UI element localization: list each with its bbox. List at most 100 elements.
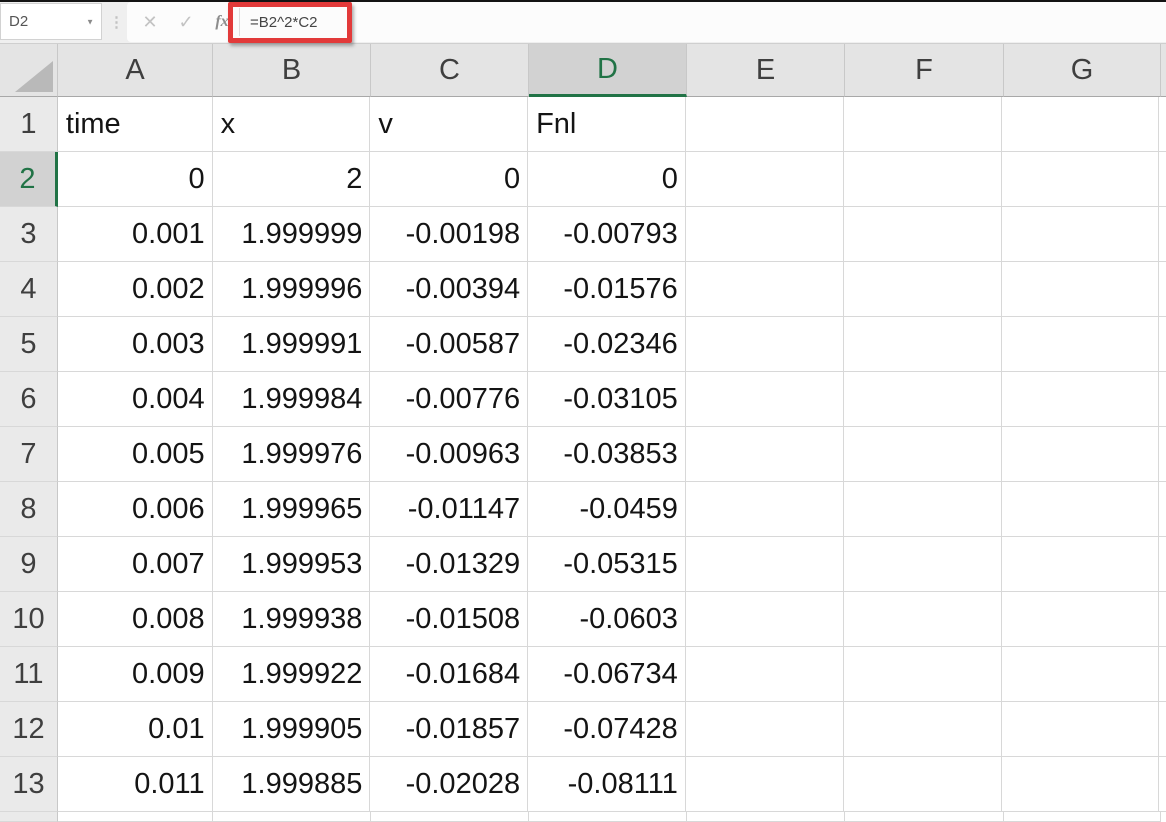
- cell-G6[interactable]: [1002, 372, 1160, 427]
- column-header-A[interactable]: A: [58, 44, 213, 97]
- cell-D2[interactable]: 0: [528, 152, 686, 207]
- cell-A5[interactable]: 0.003: [57, 317, 213, 372]
- cell-F10[interactable]: [843, 592, 1003, 647]
- cell-G12[interactable]: [1002, 702, 1160, 757]
- row-header-5[interactable]: 5: [0, 317, 58, 372]
- cell-C7[interactable]: -0.00963: [370, 427, 529, 482]
- row-header-9[interactable]: 9: [0, 537, 58, 592]
- cell-C5[interactable]: -0.00587: [370, 317, 529, 372]
- cell-A3[interactable]: 0.001: [57, 207, 213, 262]
- cell-E10[interactable]: [685, 592, 844, 647]
- cancel-icon[interactable]: ✕: [142, 11, 158, 32]
- cell-E11[interactable]: [685, 647, 844, 702]
- cell-G11[interactable]: [1002, 647, 1160, 702]
- cell-F6[interactable]: [843, 372, 1003, 427]
- cell-G3[interactable]: [1002, 207, 1160, 262]
- enter-icon[interactable]: ✓: [178, 11, 194, 32]
- cell-A7[interactable]: 0.005: [57, 427, 213, 482]
- cell-C3[interactable]: -0.00198: [370, 207, 529, 262]
- cell-B13[interactable]: 1.999885: [212, 757, 371, 812]
- cell-G7[interactable]: [1002, 427, 1160, 482]
- cell-C11[interactable]: -0.01684: [370, 647, 529, 702]
- cell-B6[interactable]: 1.999984: [212, 372, 371, 427]
- cell-C6[interactable]: -0.00776: [370, 372, 529, 427]
- cell-A8[interactable]: 0.006: [57, 482, 213, 537]
- cell-B5[interactable]: 1.999991: [212, 317, 371, 372]
- column-header-E[interactable]: E: [687, 44, 845, 97]
- cell-F12[interactable]: [843, 702, 1003, 757]
- cell-B1[interactable]: x: [212, 97, 371, 152]
- cell-E3[interactable]: [685, 207, 844, 262]
- cell-C8[interactable]: -0.01147: [370, 482, 529, 537]
- cell-G8[interactable]: [1002, 482, 1160, 537]
- cell-G13[interactable]: [1002, 757, 1160, 812]
- insert-function-icon[interactable]: fx: [215, 13, 229, 30]
- cell-C1[interactable]: v: [370, 97, 529, 152]
- column-header-F[interactable]: F: [845, 44, 1004, 97]
- cell-E9[interactable]: [685, 537, 844, 592]
- cell-A12[interactable]: 0.01: [57, 702, 213, 757]
- row-header-11[interactable]: 11: [0, 647, 58, 702]
- chevron-down-icon[interactable]: ▼: [86, 17, 94, 26]
- cell-F11[interactable]: [843, 647, 1003, 702]
- cell-A1[interactable]: time: [57, 97, 213, 152]
- cell-F1[interactable]: [843, 97, 1003, 152]
- cell-E5[interactable]: [685, 317, 844, 372]
- cell-D7[interactable]: -0.03853: [528, 427, 686, 482]
- cell-C4[interactable]: -0.00394: [370, 262, 529, 317]
- row-header-12[interactable]: 12: [0, 702, 58, 757]
- cell-A2[interactable]: 0: [57, 152, 213, 207]
- cell-F4[interactable]: [843, 262, 1003, 317]
- cell-D12[interactable]: -0.07428: [528, 702, 686, 757]
- cell-A9[interactable]: 0.007: [57, 537, 213, 592]
- cell-B12[interactable]: 1.999905: [212, 702, 371, 757]
- cell-C13[interactable]: -0.02028: [370, 757, 529, 812]
- cell-E13[interactable]: [685, 757, 844, 812]
- column-header-G[interactable]: G: [1004, 44, 1161, 97]
- cell-B4[interactable]: 1.999996: [212, 262, 371, 317]
- column-header-D[interactable]: D: [529, 44, 687, 97]
- select-all-button[interactable]: [0, 44, 58, 97]
- cell-G10[interactable]: [1002, 592, 1160, 647]
- cell-E2[interactable]: [685, 152, 844, 207]
- cell-B3[interactable]: 1.999999: [212, 207, 371, 262]
- cell-C2[interactable]: 0: [370, 152, 529, 207]
- cell-E4[interactable]: [685, 262, 844, 317]
- row-header-13[interactable]: 13: [0, 757, 58, 812]
- cell-C10[interactable]: -0.01508: [370, 592, 529, 647]
- row-header-4[interactable]: 4: [0, 262, 58, 317]
- cell-G9[interactable]: [1002, 537, 1160, 592]
- cell-E7[interactable]: [685, 427, 844, 482]
- cell-D5[interactable]: -0.02346: [528, 317, 686, 372]
- cell-B7[interactable]: 1.999976: [212, 427, 371, 482]
- cell-A4[interactable]: 0.002: [57, 262, 213, 317]
- cell-D11[interactable]: -0.06734: [528, 647, 686, 702]
- cell-F5[interactable]: [843, 317, 1003, 372]
- cell-G4[interactable]: [1002, 262, 1160, 317]
- row-header-6[interactable]: 6: [0, 372, 58, 427]
- cell-D4[interactable]: -0.01576: [528, 262, 686, 317]
- cell-F7[interactable]: [843, 427, 1003, 482]
- column-header-C[interactable]: C: [371, 44, 529, 97]
- cell-D10[interactable]: -0.0603: [528, 592, 686, 647]
- cell-A11[interactable]: 0.009: [57, 647, 213, 702]
- column-header-B[interactable]: B: [213, 44, 371, 97]
- cell-D8[interactable]: -0.0459: [528, 482, 686, 537]
- cell-F3[interactable]: [843, 207, 1003, 262]
- cell-G5[interactable]: [1002, 317, 1160, 372]
- cell-B8[interactable]: 1.999965: [212, 482, 371, 537]
- cell-D6[interactable]: -0.03105: [528, 372, 686, 427]
- row-header-1[interactable]: 1: [0, 97, 58, 152]
- cell-B10[interactable]: 1.999938: [212, 592, 371, 647]
- cell-D13[interactable]: -0.08111: [528, 757, 686, 812]
- row-header-3[interactable]: 3: [0, 207, 58, 262]
- formula-input[interactable]: =B2^2*C2: [250, 13, 318, 31]
- cell-E12[interactable]: [685, 702, 844, 757]
- row-header-7[interactable]: 7: [0, 427, 58, 482]
- row-header-10[interactable]: 10: [0, 592, 58, 647]
- cell-E1[interactable]: [685, 97, 844, 152]
- cell-E8[interactable]: [685, 482, 844, 537]
- cell-G1[interactable]: [1002, 97, 1160, 152]
- cell-F2[interactable]: [843, 152, 1003, 207]
- cell-B2[interactable]: 2: [212, 152, 371, 207]
